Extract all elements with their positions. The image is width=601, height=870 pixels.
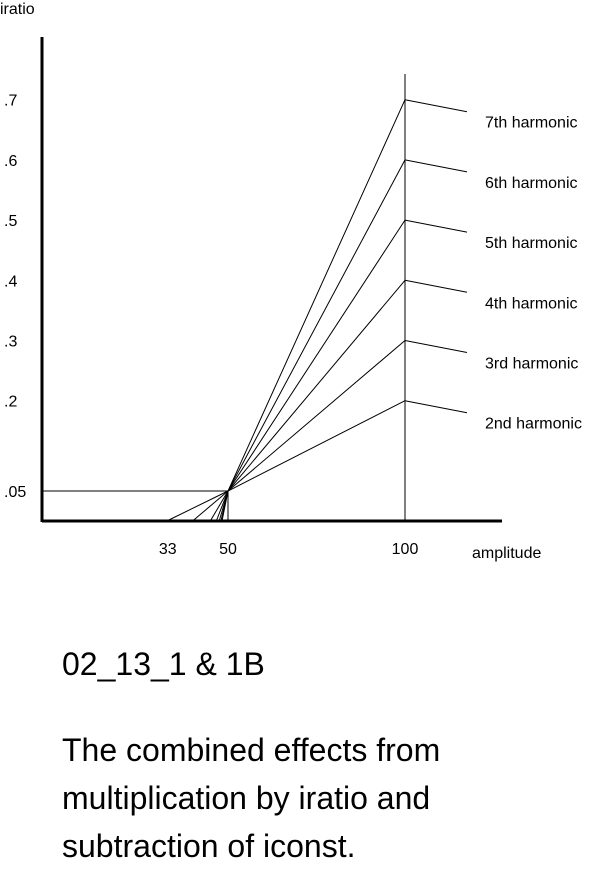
y-tick-label: .4	[4, 273, 17, 290]
figure-id: 02_13_1 & 1B	[62, 646, 265, 682]
legend-label-6: 7th harmonic	[485, 115, 578, 132]
legend-label-4: 5th harmonic	[485, 235, 578, 252]
series-line-6	[221, 99, 406, 522]
legend-label-5: 6th harmonic	[485, 175, 578, 192]
x-tick-label: 100	[392, 541, 419, 558]
chart: .7 .6 .5 .4 .3 .2 .05 33 50 100 iratio amplitude 2n…	[0, 1, 582, 562]
y-tick-label: .05	[4, 484, 26, 501]
reference-lines	[42, 74, 406, 522]
x-axis-title: amplitude	[472, 545, 541, 562]
y-axis-title: iratio	[0, 1, 35, 18]
y-tick-label: .3	[4, 334, 17, 351]
axes	[40, 37, 502, 523]
y-tick-label: .7	[4, 93, 17, 110]
series-lines	[192, 99, 406, 522]
series-line-4	[218, 219, 406, 522]
x-tick-label: 50	[219, 541, 237, 558]
legend-leader-3	[404, 279, 468, 293]
legend-label-3: 4th harmonic	[485, 295, 578, 312]
legend-leader-1	[404, 400, 468, 414]
tick-labels: .7 .6 .5 .4 .3 .2 .05 33 50 100 iratio amplitude	[0, 1, 541, 562]
series-line-3	[215, 279, 406, 522]
y-tick-label: .2	[4, 394, 17, 411]
reference-line-4	[166, 490, 229, 522]
figure-caption: The combined effects from multiplication…	[62, 732, 441, 864]
x-tick-label: 33	[159, 541, 177, 558]
legend-label-2: 3rd harmonic	[485, 356, 578, 373]
legend: 2nd harmonic 3rd harmonic 4th harmonic 5th …	[485, 115, 582, 433]
series-line-2	[209, 340, 406, 522]
y-tick-label: .6	[4, 153, 17, 170]
legend-label-1: 2nd harmonic	[485, 416, 582, 433]
legend-leader-4	[404, 219, 468, 233]
y-tick-label: .5	[4, 213, 17, 230]
legend-leader-5	[404, 159, 468, 173]
legend-leader-6	[404, 99, 468, 113]
legend-leader-2	[404, 340, 468, 353]
legend-leaders	[404, 99, 468, 414]
